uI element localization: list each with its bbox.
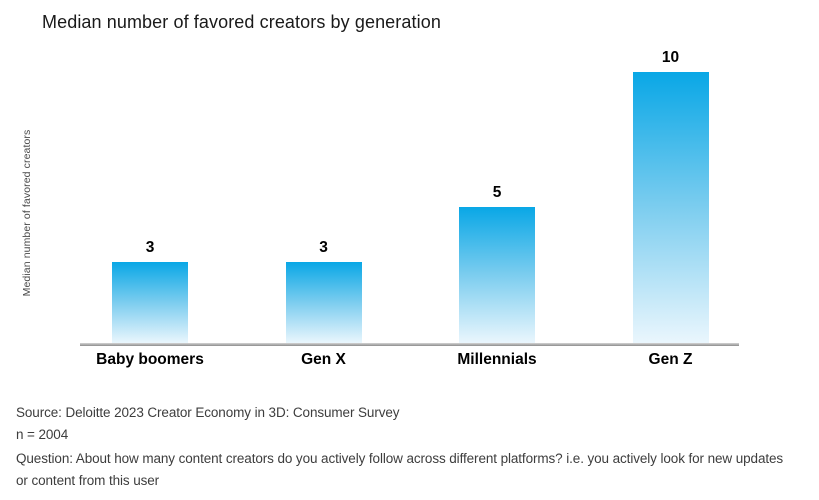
x-axis-label: Gen X xyxy=(301,351,346,368)
y-axis-label: Median number of favored creators xyxy=(21,129,33,297)
x-axis-label: Baby boomers xyxy=(96,351,204,368)
x-axis-label: Millennials xyxy=(457,351,537,368)
value-label: 3 xyxy=(319,239,328,256)
value-label: 10 xyxy=(661,49,680,66)
question-note-line-1: Question: About how many content creator… xyxy=(16,451,784,466)
source-note: Source: Deloitte 2023 Creator Economy in… xyxy=(16,405,400,420)
x-axis-line xyxy=(80,343,739,346)
bar-millennials xyxy=(459,207,535,343)
question-note-line-2: or content from this user xyxy=(16,473,160,488)
bar-gen-x xyxy=(285,262,362,343)
bar-baby-boomers xyxy=(112,262,188,343)
footer: Source: Deloitte 2023 Creator Economy in… xyxy=(16,402,816,492)
value-label: 3 xyxy=(145,239,155,256)
x-axis-label: Gen Z xyxy=(648,351,693,368)
value-label: 5 xyxy=(492,184,502,201)
bar-gen-z xyxy=(632,72,709,343)
sample-size-note: n = 2004 xyxy=(16,427,69,442)
chart-title: Median number of favored creators by gen… xyxy=(42,12,441,32)
plot-area: 3 3 5 10 xyxy=(80,40,739,343)
